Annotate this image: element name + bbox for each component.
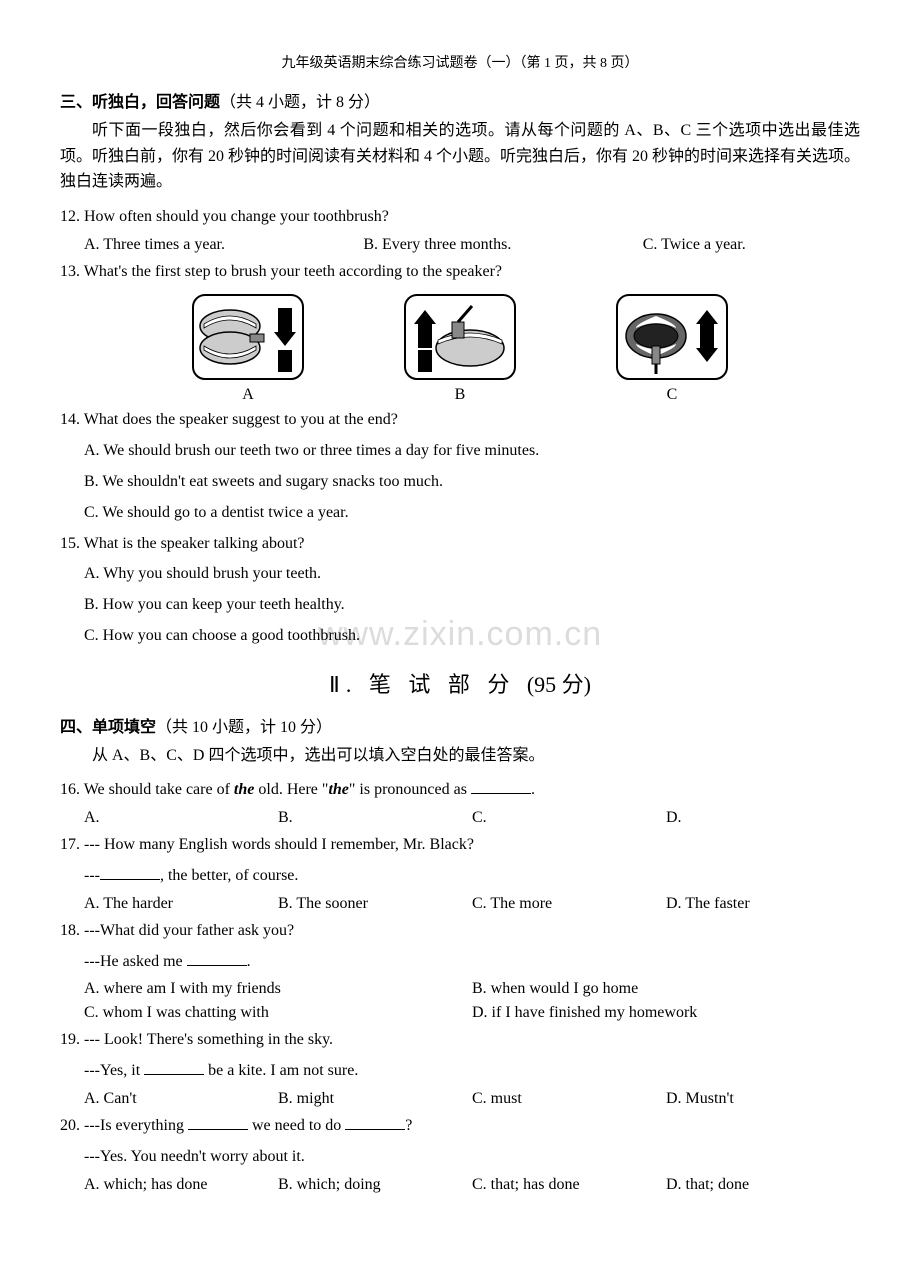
q17-line2-pre: --- xyxy=(84,867,100,884)
q13-img-c: C xyxy=(616,294,728,404)
q15-opt-c: C. How you can choose a good toothbrush. xyxy=(60,624,860,649)
q12-opt-a: A. Three times a year. xyxy=(84,236,363,254)
q17-opt-a: A. The harder xyxy=(84,895,278,913)
section3-title-bold: 三、听独白，回答问题 xyxy=(60,94,220,111)
q18-stem: 18. ---What did your father ask you? xyxy=(60,919,860,944)
q18-opt-c: C. whom I was chatting with xyxy=(84,1004,472,1022)
part2-title: Ⅱ. 笔 试 部 分 (95 分) xyxy=(60,667,860,699)
q16-opt-c: C. xyxy=(472,809,666,827)
q20-opt-d: D. that; done xyxy=(666,1176,860,1194)
q20-opt-a: A. which; has done xyxy=(84,1176,278,1194)
page-header: 九年级英语期末综合练习试题卷（一）（第 1 页，共 8 页） xyxy=(60,52,860,72)
tooth-diagram-b-icon xyxy=(404,294,516,380)
q20-opt-b: B. which; doing xyxy=(278,1176,472,1194)
tooth-diagram-c-icon xyxy=(616,294,728,380)
q13-img-a: A xyxy=(192,294,304,404)
q16-stem: 16. We should take care of the old. Here… xyxy=(60,778,860,803)
section4-instruction: 从 A、B、C、D 四个选项中，选出可以填入空白处的最佳答案。 xyxy=(60,743,860,769)
q20-blank2 xyxy=(345,1129,405,1130)
part2-score: (95 分) xyxy=(527,672,591,697)
q16-mid: old. Here " xyxy=(254,781,328,798)
q18-blank xyxy=(187,965,247,966)
q19-blank xyxy=(144,1074,204,1075)
q12-stem: 12. How often should you change your too… xyxy=(60,205,860,230)
q20-blank1 xyxy=(188,1129,248,1130)
q16-pre: 16. We should take care of xyxy=(60,781,234,798)
section4-title-bold: 四、单项填空 xyxy=(60,719,156,736)
q16-options: A. B. C. D. xyxy=(60,809,860,827)
q13-label-c: C xyxy=(616,386,728,404)
q15-opt-a: A. Why you should brush your teeth. xyxy=(60,562,860,587)
q17-opt-c: C. The more xyxy=(472,895,666,913)
q19-line2: ---Yes, it be a kite. I am not sure. xyxy=(60,1059,860,1084)
q19-opt-c: C. must xyxy=(472,1090,666,1108)
q19-line2-pre: ---Yes, it xyxy=(84,1062,144,1079)
q17-stem: 17. --- How many English words should I … xyxy=(60,833,860,858)
q16-post: " is pronounced as xyxy=(349,781,471,798)
q16-opt-d: D. xyxy=(666,809,860,827)
q13-img-b: B xyxy=(404,294,516,404)
q17-line2: --- , the better, of course. xyxy=(60,864,860,889)
section3-title: 三、听独白，回答问题（共 4 小题，计 8 分） xyxy=(60,88,860,112)
q18-options-1: A. where am I with my friends B. when wo… xyxy=(60,980,860,998)
q18-line2-pre: ---He asked me xyxy=(84,953,187,970)
q18-options-2: C. whom I was chatting with D. if I have… xyxy=(60,1004,860,1022)
q14-stem: 14. What does the speaker suggest to you… xyxy=(60,408,860,433)
q12-opt-c: C. Twice a year. xyxy=(643,236,860,254)
q20-line2: ---Yes. You needn't worry about it. xyxy=(60,1145,860,1170)
section4-title: 四、单项填空（共 10 小题，计 10 分） xyxy=(60,713,860,737)
q17-opt-b: B. The sooner xyxy=(278,895,472,913)
q13-label-b: B xyxy=(404,386,516,404)
q20-opt-c: C. that; has done xyxy=(472,1176,666,1194)
q17-line2-post: , the better, of course. xyxy=(160,867,298,884)
q18-opt-b: B. when would I go home xyxy=(472,980,860,998)
q19-opt-a: A. Can't xyxy=(84,1090,278,1108)
q18-opt-a: A. where am I with my friends xyxy=(84,980,472,998)
section4-title-normal: （共 10 小题，计 10 分） xyxy=(156,719,332,736)
q15-opt-b: B. How you can keep your teeth healthy. xyxy=(60,593,860,618)
q20-post: ? xyxy=(405,1117,412,1134)
q19-opt-b: B. might xyxy=(278,1090,472,1108)
q20-mid: we need to do xyxy=(248,1117,345,1134)
q13-stem: 13. What's the first step to brush your … xyxy=(60,260,860,285)
q16-opt-a: A. xyxy=(84,809,278,827)
q20-options: A. which; has done B. which; doing C. th… xyxy=(60,1176,860,1194)
q20-stem: 20. ---Is everything we need to do ? xyxy=(60,1114,860,1139)
q14-opt-c: C. We should go to a dentist twice a yea… xyxy=(60,501,860,526)
q19-opt-d: D. Mustn't xyxy=(666,1090,860,1108)
part2-title-text: Ⅱ. 笔 试 部 分 xyxy=(329,672,527,697)
tooth-diagram-a-icon xyxy=(192,294,304,380)
q20-pre: 20. ---Is everything xyxy=(60,1117,188,1134)
q14-opt-b: B. We shouldn't eat sweets and sugary sn… xyxy=(60,470,860,495)
q15-stem: 15. What is the speaker talking about? xyxy=(60,532,860,557)
q16-opt-b: B. xyxy=(278,809,472,827)
q14-opt-a: A. We should brush our teeth two or thre… xyxy=(60,439,860,464)
q19-options: A. Can't B. might C. must D. Mustn't xyxy=(60,1090,860,1108)
q17-blank xyxy=(100,879,160,880)
q16-the2: the xyxy=(328,781,348,798)
q18-opt-d: D. if I have finished my homework xyxy=(472,1004,860,1022)
q13-label-a: A xyxy=(192,386,304,404)
section3-title-normal: （共 4 小题，计 8 分） xyxy=(220,94,380,111)
q18-line2: ---He asked me . xyxy=(60,950,860,975)
q17-options: A. The harder B. The sooner C. The more … xyxy=(60,895,860,913)
q16-blank xyxy=(471,793,531,794)
q18-line2-post: . xyxy=(247,953,251,970)
q17-opt-d: D. The faster xyxy=(666,895,860,913)
q19-line2-post: be a kite. I am not sure. xyxy=(204,1062,358,1079)
section3-instruction: 听下面一段独白，然后你会看到 4 个问题和相关的选项。请从每个问题的 A、B、C… xyxy=(60,118,860,195)
q19-stem: 19. --- Look! There's something in the s… xyxy=(60,1028,860,1053)
q16-the1: the xyxy=(234,781,254,798)
q12-opt-b: B. Every three months. xyxy=(363,236,642,254)
q13-images: A B C xyxy=(60,294,860,404)
q12-options: A. Three times a year. B. Every three mo… xyxy=(60,236,860,254)
